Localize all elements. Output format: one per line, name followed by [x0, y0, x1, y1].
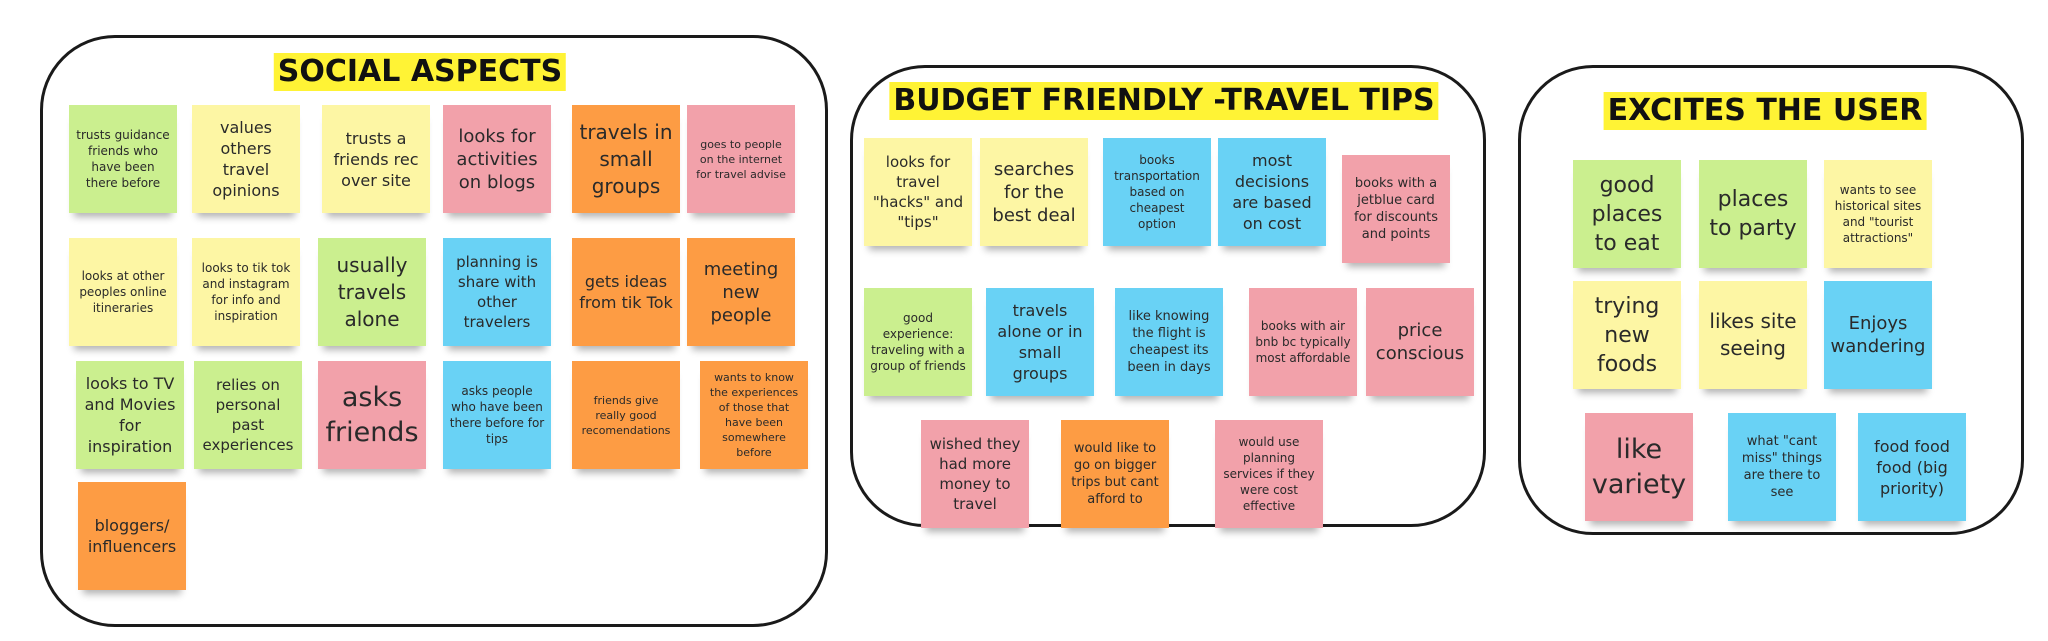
sticky-note[interactable]: looks for activities on blogs: [443, 105, 551, 213]
sticky-note[interactable]: likes site seeing: [1699, 281, 1807, 389]
sticky-note[interactable]: books transportation based on cheapest o…: [1103, 138, 1211, 246]
sticky-note[interactable]: food food food (big priority): [1858, 413, 1966, 521]
sticky-note[interactable]: looks to tik tok and instagram for info …: [192, 238, 300, 346]
sticky-note[interactable]: like knowing the flight is cheapest its …: [1115, 288, 1223, 396]
sticky-note[interactable]: searches for the best deal: [980, 138, 1088, 246]
sticky-note[interactable]: looks at other peoples online itinerarie…: [69, 238, 177, 346]
sticky-note[interactable]: places to party: [1699, 160, 1807, 268]
sticky-note[interactable]: asks friends: [318, 361, 426, 469]
group-title-social-aspects: SOCIAL ASPECTS: [273, 53, 567, 91]
sticky-note[interactable]: good places to eat: [1573, 160, 1681, 268]
sticky-note[interactable]: would use planning services if they were…: [1215, 420, 1323, 528]
sticky-note[interactable]: asks people who have been there before f…: [443, 361, 551, 469]
sticky-note[interactable]: goes to people on the internet for trave…: [687, 105, 795, 213]
sticky-note[interactable]: wants to see historical sites and "touri…: [1824, 160, 1932, 268]
sticky-note[interactable]: gets ideas from tik Tok: [572, 238, 680, 346]
sticky-note[interactable]: price conscious: [1366, 288, 1474, 396]
sticky-note[interactable]: good experience: traveling with a group …: [864, 288, 972, 396]
sticky-note[interactable]: relies on personal past experiences: [194, 361, 302, 469]
sticky-note[interactable]: planning is share with other travelers: [443, 238, 551, 346]
sticky-note[interactable]: most decisions are based on cost: [1218, 138, 1326, 246]
sticky-note[interactable]: Enjoys wandering: [1824, 281, 1932, 389]
sticky-note[interactable]: books with a jetblue card for discounts …: [1342, 155, 1450, 263]
sticky-note[interactable]: looks to TV and Movies for inspiration: [76, 361, 184, 469]
sticky-note[interactable]: bloggers/ influencers: [78, 482, 186, 590]
sticky-note[interactable]: books with air bnb bc typically most aff…: [1249, 288, 1357, 396]
sticky-note[interactable]: travels in small groups: [572, 105, 680, 213]
sticky-note[interactable]: wished they had more money to travel: [921, 420, 1029, 528]
sticky-note[interactable]: trying new foods: [1573, 281, 1681, 389]
sticky-note[interactable]: values others travel opinions: [192, 105, 300, 213]
sticky-note[interactable]: meeting new people: [687, 238, 795, 346]
sticky-note[interactable]: wants to know the experiences of those t…: [700, 361, 808, 469]
group-title-budget-travel-tips: BUDGET FRIENDLY -TRAVEL TIPS: [889, 82, 1439, 120]
sticky-note[interactable]: looks for travel "hacks" and "tips": [864, 138, 972, 246]
sticky-note[interactable]: like variety: [1585, 413, 1693, 521]
sticky-note[interactable]: usually travels alone: [318, 238, 426, 346]
sticky-note[interactable]: what "cant miss" things are there to see: [1728, 413, 1836, 521]
sticky-note[interactable]: travels alone or in small groups: [986, 288, 1094, 396]
group-title-excites-the-user: EXCITES THE USER: [1603, 92, 1927, 130]
sticky-note[interactable]: trusts a friends rec over site: [322, 105, 430, 213]
sticky-note[interactable]: trusts guidance friends who have been th…: [69, 105, 177, 213]
sticky-note[interactable]: friends give really good recomendations: [572, 361, 680, 469]
sticky-note[interactable]: would like to go on bigger trips but can…: [1061, 420, 1169, 528]
